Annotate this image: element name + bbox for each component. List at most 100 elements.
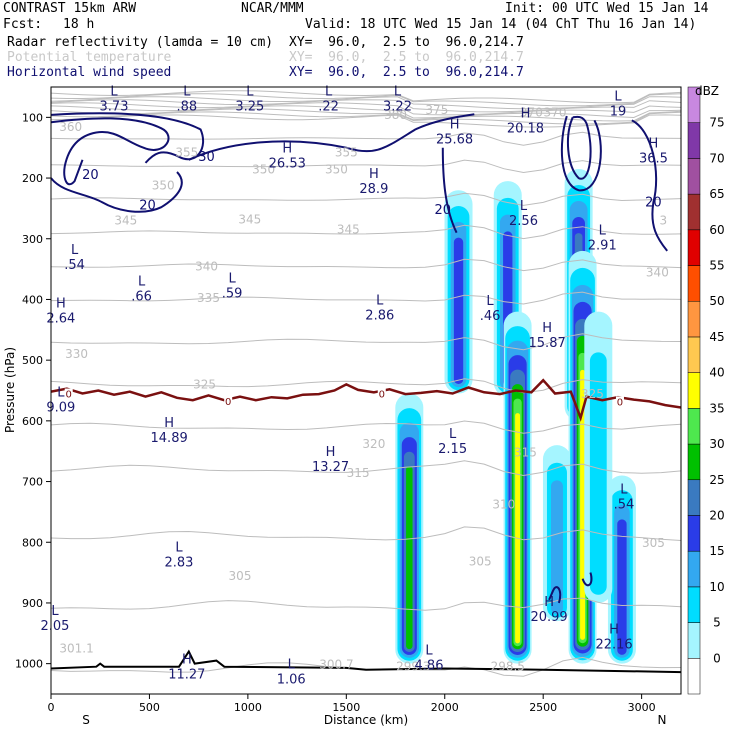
colorbar-unit: dBZ	[695, 84, 719, 98]
extremum-value: 15.87	[529, 336, 566, 351]
dbz-level-20	[453, 237, 464, 385]
colorbar-swatch	[687, 193, 701, 231]
x-tick-label: 0	[48, 701, 55, 714]
wind-contour-7	[631, 119, 668, 252]
extremum-low-marker: L	[138, 274, 146, 289]
extremum-high-marker: H	[544, 595, 554, 610]
theta-label: 345	[238, 212, 261, 226]
freezing-level-layer: 0 0 0 0	[51, 378, 681, 422]
fcst-label: Fcst:	[3, 17, 43, 32]
extremum-high-marker: H	[326, 445, 336, 460]
colorbar-swatch	[687, 408, 701, 445]
wind-label: 20	[645, 195, 662, 210]
colorbar-swatch	[687, 300, 701, 338]
theta-contour-360	[51, 131, 681, 146]
theta-label: 305	[642, 536, 665, 550]
theta-contour-305	[51, 597, 681, 611]
extremum-low-marker: L	[394, 84, 402, 99]
colorbar-swatch	[687, 158, 701, 195]
extremum-value: 4.86	[415, 659, 444, 674]
plot-frame	[50, 86, 682, 695]
theta-label: 345	[114, 214, 137, 228]
colorbar-swatch	[687, 443, 701, 481]
colorbar-level-label: 10	[709, 580, 724, 594]
theta-label: 300.7	[319, 657, 353, 671]
y-tick-label: 400	[22, 293, 43, 306]
y-tick-label: 200	[22, 172, 43, 185]
wind-contour-5	[567, 115, 592, 180]
colorbar-swatch	[687, 586, 701, 623]
y-tick-label: 300	[22, 233, 43, 246]
freezing-level-label: 0	[66, 390, 72, 401]
extremum-value: 20.18	[507, 121, 544, 136]
field-wind-xy: XY= 96.0, 2.5 to 96.0,214.7	[289, 65, 524, 80]
theta-label: 380	[384, 108, 407, 122]
colorbar-level-label: 60	[709, 223, 724, 237]
extremum-low-marker: L	[620, 483, 628, 498]
theta-label: 350	[252, 163, 275, 177]
theta-upper-contour	[51, 108, 681, 122]
north-label: N	[658, 713, 667, 727]
colorbar-swatch	[687, 229, 701, 266]
theta-label: 3	[659, 214, 667, 228]
theta-label: 340	[646, 266, 669, 280]
x-tick-label: 2500	[529, 701, 557, 714]
theta-upper-contour	[51, 96, 681, 110]
wind-contour-9	[548, 586, 562, 604]
colorbar-level-label: 25	[709, 473, 724, 487]
extremum-value: 2.15	[438, 442, 467, 457]
theta-contour-320	[51, 420, 681, 434]
org-label: NCAR/MMM	[241, 1, 304, 16]
theta-upper-contour	[51, 111, 681, 125]
wind-contour-1	[51, 112, 205, 164]
theta-contour-325	[51, 378, 681, 394]
label-layer: 360 355 355 350 350 350 345 345 345 340 340 335 3 330…	[40, 84, 668, 687]
colorbar-swatch	[687, 372, 701, 409]
colorbar-level-label: 20	[709, 508, 724, 522]
extremum-low-marker: L	[229, 271, 237, 286]
extremum-low-marker: L	[486, 294, 494, 309]
extremum-value: 1.06	[277, 673, 306, 688]
field-theta-name: Potential temperature	[7, 50, 172, 65]
colorbar-level-label: 40	[709, 366, 724, 380]
field-wind-name: Horizontal wind speed	[7, 65, 172, 80]
extremum-value: .22	[318, 99, 339, 114]
theta-contour-335	[51, 291, 681, 305]
reflectivity-cell-0	[395, 393, 424, 664]
extremum-value: .88	[177, 99, 198, 114]
colorbar-swatch	[687, 550, 701, 588]
model-title: CONTRAST 15km ARW	[3, 1, 137, 16]
theta-label: 325	[581, 387, 604, 401]
theta-label: 340	[195, 260, 218, 274]
wind-label: 20	[139, 198, 156, 213]
freezing-level-label: 0	[225, 397, 231, 408]
extremum-value: 2.86	[365, 308, 394, 323]
theta-contour-315	[51, 460, 681, 477]
colorbar-swatch	[687, 622, 701, 659]
extremum-high-marker: H	[450, 117, 460, 132]
extremum-low-marker: L	[376, 293, 384, 308]
terrain-line	[51, 649, 681, 674]
colorbar-level-label: 75	[709, 116, 724, 130]
y-tick-label: 800	[22, 536, 43, 549]
colorbar-level-label: 0	[713, 651, 721, 665]
theta-label: 370	[520, 105, 543, 119]
extremum-value: 3.25	[235, 99, 264, 114]
x-tick-label: 2000	[431, 701, 459, 714]
extremum-value: 2.91	[588, 239, 617, 254]
theta-upper-contour	[51, 102, 681, 116]
theta-label: 305	[229, 569, 252, 583]
freezing-level-line	[51, 378, 681, 422]
extremum-low-marker: L	[183, 84, 191, 99]
colorbar-swatch	[687, 336, 701, 373]
x-tick-label: 3000	[628, 701, 656, 714]
extremum-value: .59	[222, 286, 243, 301]
theta-contour-355	[51, 159, 681, 174]
colorbar-swatch	[687, 515, 701, 552]
reflectivity-cell-8	[584, 311, 613, 603]
theta-contour-layer	[51, 90, 681, 677]
extremum-value: 14.89	[151, 431, 188, 446]
dbz-level-15	[550, 480, 563, 615]
colorbar-level-label: 55	[709, 259, 724, 273]
theta-label: 375	[425, 103, 448, 117]
